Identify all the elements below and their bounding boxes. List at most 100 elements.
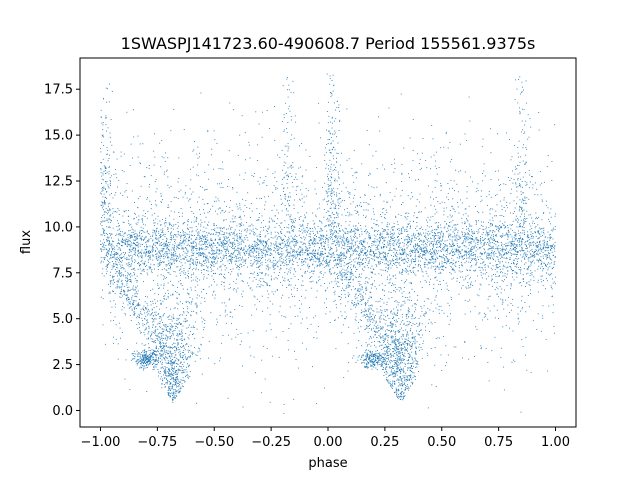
data-point [319, 220, 321, 222]
data-point [150, 250, 151, 252]
data-point [486, 243, 488, 245]
data-point [444, 259, 446, 261]
data-point [455, 251, 457, 253]
data-point [317, 232, 319, 234]
data-point [290, 246, 292, 248]
data-point [438, 232, 439, 234]
data-point [231, 271, 233, 273]
data-point [445, 244, 447, 246]
data-point [155, 247, 157, 249]
data-point [293, 268, 295, 270]
data-point [419, 255, 421, 257]
data-point [224, 237, 226, 239]
data-point [205, 238, 207, 240]
data-point [499, 275, 500, 277]
data-point [236, 233, 238, 235]
data-point [177, 246, 179, 248]
data-point [435, 254, 437, 256]
data-point [408, 291, 410, 293]
data-point [424, 250, 426, 251]
data-point [466, 287, 468, 289]
data-point [203, 238, 205, 240]
data-point [302, 261, 304, 263]
data-point [223, 248, 225, 250]
data-point [226, 255, 227, 256]
data-point [136, 233, 138, 235]
data-point [206, 265, 208, 267]
data-point [537, 250, 539, 252]
data-point [439, 263, 440, 265]
data-point [171, 254, 173, 256]
data-point [273, 263, 275, 265]
data-point [271, 218, 272, 220]
data-point [186, 220, 188, 222]
data-point [122, 194, 124, 196]
data-point [250, 255, 251, 257]
data-point [407, 216, 409, 217]
data-point [153, 230, 155, 232]
data-point [118, 225, 120, 226]
data-point [359, 265, 361, 267]
data-point [233, 243, 235, 245]
data-point [228, 236, 229, 238]
data-point [350, 230, 352, 232]
data-point [200, 264, 202, 266]
data-point [216, 255, 218, 257]
data-point [486, 230, 488, 232]
data-point [291, 263, 293, 265]
data-point [130, 246, 132, 248]
data-point [340, 259, 342, 261]
data-point [177, 233, 179, 235]
data-point [314, 228, 316, 230]
data-point [438, 268, 440, 270]
data-point [302, 225, 304, 227]
data-point [451, 254, 453, 256]
data-point [304, 258, 306, 260]
data-point [338, 241, 340, 243]
data-point [301, 237, 303, 239]
data-point [532, 255, 534, 257]
data-point [219, 239, 221, 241]
data-point [177, 231, 179, 233]
data-point [528, 237, 530, 239]
data-point [478, 267, 480, 269]
data-point [472, 252, 474, 253]
data-point [312, 243, 314, 245]
data-point [297, 241, 299, 243]
data-point [144, 238, 146, 240]
data-point [443, 255, 445, 256]
data-point [427, 221, 428, 223]
data-point [522, 250, 524, 252]
data-point [350, 255, 352, 257]
data-point [166, 248, 168, 250]
data-point [473, 258, 475, 260]
data-point [338, 254, 340, 256]
data-point [256, 245, 258, 247]
data-point [280, 253, 282, 255]
data-point [485, 228, 487, 230]
data-point [285, 259, 286, 261]
data-point [373, 255, 375, 257]
data-point [424, 254, 426, 256]
data-point [213, 264, 215, 266]
data-point [148, 252, 150, 254]
data-point [137, 245, 139, 247]
data-point [286, 264, 288, 266]
data-point [295, 241, 297, 243]
data-point [397, 253, 399, 255]
data-point [487, 232, 489, 234]
data-point [430, 253, 432, 255]
data-point [354, 276, 356, 278]
data-point [520, 282, 521, 284]
data-point [281, 242, 283, 244]
data-point [471, 260, 472, 262]
data-point [397, 239, 399, 241]
data-point [513, 211, 515, 213]
data-point [360, 242, 362, 244]
data-point [163, 287, 165, 289]
data-point [314, 257, 316, 259]
data-point [544, 236, 546, 238]
data-point [252, 248, 254, 250]
data-point [162, 254, 164, 256]
